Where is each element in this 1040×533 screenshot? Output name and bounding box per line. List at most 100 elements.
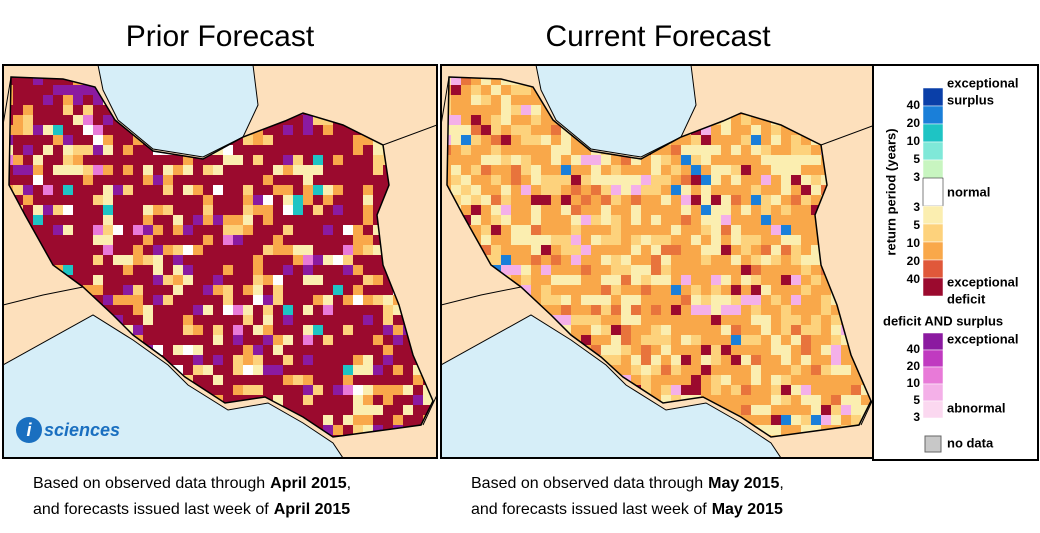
grid-cell [83, 165, 93, 175]
grid-cell [383, 325, 393, 335]
grid-cell [283, 125, 293, 135]
grid-cell [521, 285, 531, 295]
grid-cell [551, 175, 561, 185]
grid-cell [621, 265, 631, 275]
grid-cell [531, 175, 541, 185]
grid-cell [791, 385, 801, 395]
grid-cell [343, 225, 353, 235]
grid-cell [841, 355, 851, 365]
grid-cell [183, 275, 193, 285]
grid-cell [183, 205, 193, 215]
grid-cell [751, 295, 761, 305]
grid-cell [343, 295, 353, 305]
grid-cell [273, 305, 283, 315]
grid-cell [561, 135, 571, 145]
grid-cell [571, 255, 581, 265]
grid-cell [681, 185, 691, 195]
grid-cell [213, 315, 223, 325]
grid-cell [631, 305, 641, 315]
grid-cell [781, 375, 791, 385]
grid-cell [851, 405, 861, 415]
grid-cell [323, 155, 333, 165]
grid-cell [293, 375, 303, 385]
grid-cell [751, 135, 761, 145]
grid-cell [383, 385, 393, 395]
grid-cell [133, 265, 143, 275]
grid-cell [681, 335, 691, 345]
grid-cell [801, 375, 811, 385]
grid-cell [491, 185, 501, 195]
grid-cell [13, 195, 23, 205]
grid-cell [821, 375, 831, 385]
grid-cell [113, 305, 123, 315]
grid-cell [611, 245, 621, 255]
grid-cell [123, 185, 133, 195]
grid-cell [601, 275, 611, 285]
grid-cell [183, 235, 193, 245]
grid-cell [213, 265, 223, 275]
grid-cell [53, 235, 63, 245]
grid-cell [641, 205, 651, 215]
grid-cell [153, 345, 163, 355]
grid-cell [223, 335, 233, 345]
grid-cell [303, 375, 313, 385]
grid-cell [363, 315, 373, 325]
grid-cell [153, 175, 163, 185]
grid-cell [273, 315, 283, 325]
grid-cell [243, 295, 253, 305]
grid-cell [451, 95, 461, 105]
grid-cell [447, 165, 451, 175]
grid-cell [293, 355, 303, 365]
grid-cell [293, 115, 303, 125]
grid-cell [263, 265, 273, 275]
grid-cell [243, 385, 253, 395]
grid-cell [801, 365, 811, 375]
grid-cell [373, 245, 383, 255]
grid-cell [203, 185, 213, 195]
grid-cell [691, 275, 701, 285]
grid-cell [501, 95, 511, 105]
grid-cell [253, 265, 263, 275]
grid-cell [383, 335, 393, 345]
grid-cell [481, 155, 491, 165]
grid-cell [771, 125, 781, 135]
grid-cell [13, 155, 23, 165]
grid-cell [571, 235, 581, 245]
grid-cell [33, 225, 43, 235]
grid-cell [751, 335, 761, 345]
grid-cell [263, 145, 273, 155]
grid-cell [791, 185, 801, 195]
grid-cell [83, 175, 93, 185]
grid-cell [333, 215, 343, 225]
grid-cell [801, 395, 811, 405]
grid-cell [193, 355, 203, 365]
grid-cell [451, 135, 461, 145]
grid-cell [43, 115, 53, 125]
grid-cell [83, 265, 93, 275]
grid-cell [213, 355, 223, 365]
grid-cell [163, 355, 173, 365]
grid-cell [243, 325, 253, 335]
grid-cell [621, 355, 631, 365]
grid-cell [423, 395, 433, 405]
grid-cell [243, 225, 253, 235]
grid-cell [153, 325, 163, 335]
grid-cell [611, 185, 621, 195]
grid-cell [303, 165, 313, 175]
grid-cell [741, 325, 751, 335]
grid-cell [821, 285, 831, 295]
grid-cell [413, 365, 423, 375]
grid-cell [771, 325, 781, 335]
grid-cell [213, 235, 223, 245]
grid-cell [791, 405, 801, 415]
grid-cell [521, 155, 531, 165]
grid-cell [801, 265, 811, 275]
grid-cell [253, 185, 263, 195]
grid-cell [373, 275, 383, 285]
grid-cell [263, 215, 273, 225]
grid-cell [223, 235, 233, 245]
grid-cell [133, 325, 143, 335]
grid-cell [113, 215, 123, 225]
grid-cell [447, 135, 451, 145]
grid-cell [103, 235, 113, 245]
